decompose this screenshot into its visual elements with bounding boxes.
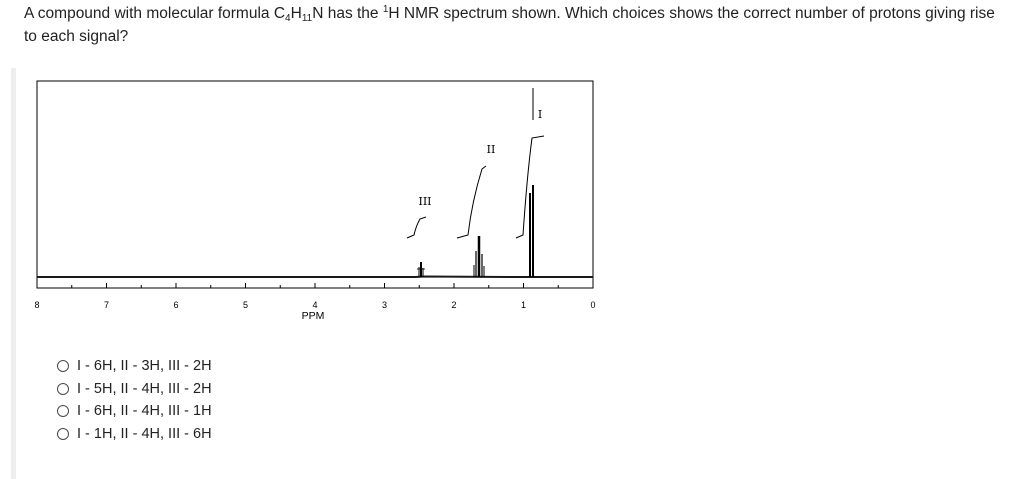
radio-button[interactable] xyxy=(57,427,69,440)
option-label: I - 6H, II - 3H, III - 2H xyxy=(77,358,212,375)
answer-options: I - 6H, II - 3H, III - 2H I - 5H, II - 4… xyxy=(57,355,212,445)
tick-label: 7 xyxy=(104,300,109,310)
peak-ii xyxy=(473,236,485,277)
answer-option-4[interactable]: I - 1H, II - 4H, III - 6H xyxy=(57,423,212,446)
option-label: I - 5H, II - 4H, III - 2H xyxy=(77,380,212,397)
radio-button[interactable] xyxy=(57,405,69,418)
x-axis-tick-labels: 8 7 6 5 4 3 2 1 0 xyxy=(34,300,595,310)
tick-label: 6 xyxy=(173,300,178,310)
question-text: A compound with molecular formula C4H11N… xyxy=(24,4,995,46)
x-axis-label: PPM xyxy=(302,310,325,322)
plot-frame xyxy=(36,80,594,289)
tick-label: 1 xyxy=(521,300,526,310)
peak-i xyxy=(529,185,534,277)
nmr-spectrum-figure: III II I 8 7 6 5 4 3 2 1 0 PPM xyxy=(30,76,610,331)
radio-button[interactable] xyxy=(57,382,69,395)
radio-button[interactable] xyxy=(57,360,69,373)
x-axis-ticks xyxy=(36,283,594,288)
signal-label-iii: III xyxy=(418,195,431,208)
answer-option-2[interactable]: I - 5H, II - 4H, III - 2H xyxy=(57,378,212,401)
tick-label: 5 xyxy=(243,300,248,310)
tick-label: 3 xyxy=(382,300,387,310)
peak-iii xyxy=(417,262,425,277)
left-margin-bar xyxy=(11,68,16,479)
signal-label-i: I xyxy=(538,108,542,121)
spectrum-baseline xyxy=(37,275,593,278)
tick-label: 2 xyxy=(451,300,456,310)
tick-label: 4 xyxy=(312,300,317,310)
tick-label: 0 xyxy=(590,300,595,310)
nmr-spectrum-plot: III II I 8 7 6 5 4 3 2 1 0 PPM xyxy=(34,80,596,322)
signal-label-ii: II xyxy=(487,143,496,156)
answer-option-3[interactable]: I - 6H, II - 4H, III - 1H xyxy=(57,400,212,423)
option-label: I - 6H, II - 4H, III - 1H xyxy=(77,403,212,420)
tick-label: 8 xyxy=(34,300,39,310)
answer-option-1[interactable]: I - 6H, II - 3H, III - 2H xyxy=(57,355,212,378)
integration-curves xyxy=(406,88,545,239)
option-label: I - 1H, II - 4H, III - 6H xyxy=(77,425,212,442)
